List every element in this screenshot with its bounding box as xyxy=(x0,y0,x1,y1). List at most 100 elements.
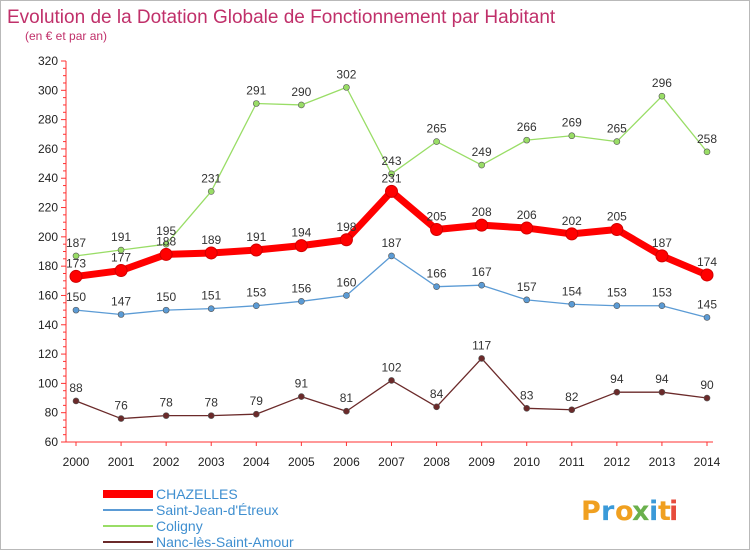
data-point xyxy=(72,306,80,314)
data-point xyxy=(298,101,305,109)
x-tick-label: 2010 xyxy=(513,455,540,469)
data-point xyxy=(478,161,485,169)
data-label: 88 xyxy=(69,381,83,395)
data-label: 160 xyxy=(336,275,356,289)
logo-letter: i xyxy=(649,496,658,527)
data-point xyxy=(294,239,308,253)
data-point xyxy=(72,397,80,405)
x-tick-label: 2012 xyxy=(604,455,631,469)
y-tick-label: 220 xyxy=(38,201,58,215)
data-label: 154 xyxy=(562,284,582,298)
data-point xyxy=(343,407,350,415)
data-point xyxy=(430,223,444,237)
data-label: 265 xyxy=(427,122,447,136)
data-point xyxy=(162,306,170,314)
data-point xyxy=(610,223,624,237)
data-point xyxy=(114,264,128,278)
data-label: 91 xyxy=(295,377,309,391)
y-tick-label: 140 xyxy=(38,318,58,332)
data-point xyxy=(117,246,125,254)
data-label: 249 xyxy=(472,145,492,159)
data-point xyxy=(298,298,305,305)
x-tick-label: 2008 xyxy=(423,455,450,469)
data-label: 269 xyxy=(562,116,582,130)
x-tick-label: 2003 xyxy=(198,455,225,469)
logo-letter: r xyxy=(601,496,615,527)
x-tick-label: 2001 xyxy=(108,455,135,469)
data-point xyxy=(252,410,260,418)
x-tick-label: 2006 xyxy=(333,455,360,469)
data-point xyxy=(162,240,170,248)
data-label: 296 xyxy=(652,76,672,90)
data-point xyxy=(72,252,80,260)
data-point xyxy=(613,302,621,310)
data-point xyxy=(207,305,215,312)
data-label: 191 xyxy=(111,230,131,244)
legend-label: Nanc-lès-Saint-Amour xyxy=(156,534,294,550)
data-point xyxy=(343,84,350,91)
data-label: 157 xyxy=(517,280,537,294)
data-label: 231 xyxy=(201,171,221,185)
data-label: 90 xyxy=(700,378,714,392)
data-label: 173 xyxy=(66,256,86,270)
logo-letter: o xyxy=(615,496,634,527)
data-point xyxy=(658,388,666,396)
y-tick-label: 160 xyxy=(38,288,58,302)
data-label: 153 xyxy=(652,286,672,300)
data-label: 81 xyxy=(340,391,354,405)
data-point xyxy=(478,281,485,289)
data-label: 82 xyxy=(565,390,579,404)
data-point xyxy=(433,403,440,411)
data-label: 266 xyxy=(517,120,537,134)
chart-subtitle: (en € et par an) xyxy=(25,29,107,43)
data-point xyxy=(658,92,666,100)
data-label: 205 xyxy=(427,210,447,224)
legend-label: Coligny xyxy=(156,518,203,534)
data-label: 151 xyxy=(201,289,221,303)
data-point xyxy=(252,100,260,107)
data-label: 78 xyxy=(159,396,173,410)
data-point xyxy=(703,314,711,321)
data-point xyxy=(388,377,395,384)
data-label: 156 xyxy=(291,281,311,295)
y-tick-label: 240 xyxy=(38,171,58,185)
data-point xyxy=(388,252,395,260)
data-point xyxy=(613,388,621,396)
logo-letter: x xyxy=(632,496,649,527)
x-tick-label: 2007 xyxy=(378,455,405,469)
data-point xyxy=(117,415,125,422)
data-label: 187 xyxy=(66,236,86,250)
data-label: 302 xyxy=(336,67,356,81)
data-label: 150 xyxy=(156,290,176,304)
data-point xyxy=(249,243,263,257)
data-point xyxy=(207,188,215,195)
data-point xyxy=(613,138,621,145)
data-point xyxy=(298,393,305,400)
data-point xyxy=(252,302,260,310)
y-tick-label: 100 xyxy=(38,376,58,390)
data-point xyxy=(703,394,711,402)
data-label: 243 xyxy=(381,154,401,168)
data-label: 94 xyxy=(655,372,669,386)
y-tick-label: 320 xyxy=(38,54,58,68)
data-label: 147 xyxy=(111,295,131,309)
data-point xyxy=(568,132,576,140)
data-label: 206 xyxy=(517,208,537,222)
data-label: 189 xyxy=(201,233,221,247)
data-label: 205 xyxy=(607,210,627,224)
data-label: 145 xyxy=(697,297,717,311)
chart-title: Evolution de la Dotation Globale de Fonc… xyxy=(7,7,556,28)
logo-letter: t xyxy=(658,496,671,527)
data-point xyxy=(162,412,170,419)
data-point xyxy=(478,355,485,362)
data-label: 208 xyxy=(472,205,492,219)
logo-letter: P xyxy=(581,496,601,527)
x-tick-label: 2005 xyxy=(288,455,315,469)
data-label: 194 xyxy=(291,226,311,240)
data-label: 174 xyxy=(697,255,717,269)
y-tick-label: 180 xyxy=(38,259,58,273)
data-point xyxy=(523,296,531,304)
data-point xyxy=(523,136,531,144)
